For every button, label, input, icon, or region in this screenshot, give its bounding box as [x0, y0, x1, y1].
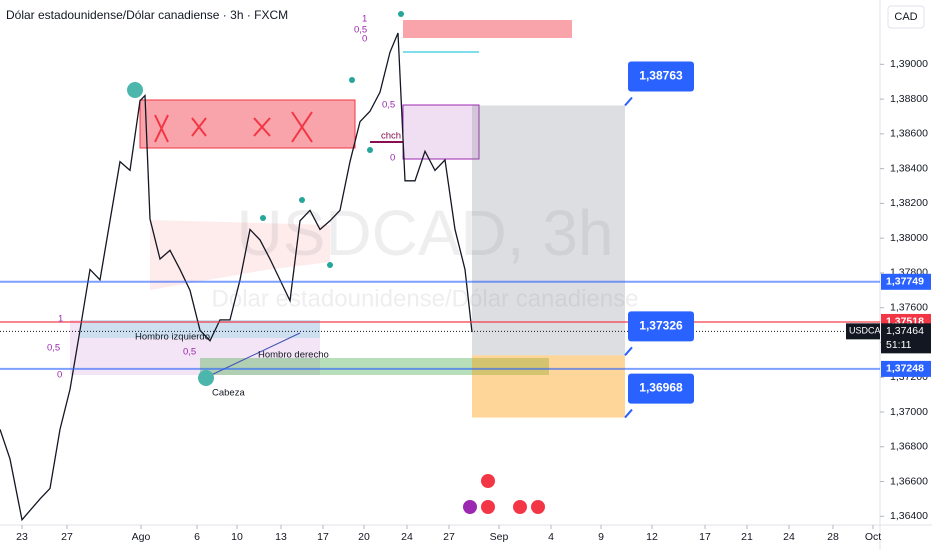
- x-tick-label: 28: [827, 531, 839, 543]
- loss-zone: [472, 355, 625, 418]
- y-tick-label: 1,36600: [890, 475, 928, 487]
- x-tick-label: 12: [646, 531, 658, 543]
- x-tick-label: 23: [16, 531, 28, 543]
- target-label: 1,37326: [639, 319, 683, 333]
- x-tick-label: 17: [699, 531, 711, 543]
- y-tick-label: 1,38000: [890, 232, 928, 244]
- target-label: 1,38763: [639, 69, 683, 83]
- x-tick-label: 27: [61, 531, 73, 543]
- target-box: [628, 373, 694, 404]
- y-tick-label: 1,38200: [890, 197, 928, 209]
- current-price-box: [881, 323, 931, 354]
- annotation: 0,5: [183, 347, 196, 358]
- x-tick-label: 13: [275, 531, 287, 543]
- x-tick-label: 20: [358, 531, 370, 543]
- y-tick-label: 1,37000: [890, 406, 928, 418]
- pivot: [398, 11, 404, 17]
- pivot: [260, 215, 266, 221]
- y-tick-label: 1,36800: [890, 441, 928, 453]
- annotation: 0,5: [354, 25, 367, 36]
- annotation: chch: [381, 131, 401, 142]
- price-level-label: 1,37749: [886, 276, 924, 288]
- event-icon[interactable]: [513, 500, 527, 514]
- target-label: 1,36968: [639, 381, 683, 395]
- event-icon[interactable]: [463, 500, 477, 514]
- target-pointer: [624, 408, 633, 419]
- annotation: 0: [390, 153, 395, 164]
- x-tick-label: 17: [317, 531, 329, 543]
- x-tick-label: Ago: [132, 531, 151, 543]
- annotation: 0: [57, 370, 62, 381]
- x-tick-label: 10: [231, 531, 243, 543]
- current-price-label: 1,37464: [886, 325, 924, 337]
- x-tick-label: 21: [741, 531, 753, 543]
- target-box: [628, 311, 694, 342]
- currency: CAD: [894, 11, 917, 23]
- y-tick-label: 1,36400: [890, 510, 928, 522]
- y-tick-label: 1,37600: [890, 301, 928, 313]
- event-icon[interactable]: [481, 474, 495, 488]
- x-tick-label: 4: [548, 531, 554, 543]
- x-tick-label: 24: [401, 531, 413, 543]
- target-box: [628, 61, 694, 92]
- pivot: [299, 197, 305, 203]
- price-level-label: 1,37248: [886, 363, 924, 375]
- countdown: 51:11: [886, 339, 912, 351]
- x-tick-label: Oct: [865, 531, 881, 543]
- pivot: [367, 147, 373, 153]
- pivot: [349, 77, 355, 83]
- watermark-subtitle: Dólar estadounidense/Dólar canadiense: [212, 285, 639, 312]
- event-icon[interactable]: [531, 500, 545, 514]
- x-tick-label: 9: [598, 531, 604, 543]
- y-tick-label: 1,38800: [890, 93, 928, 105]
- supply-zone: [139, 99, 356, 149]
- annotation: 1: [362, 14, 367, 25]
- target-pointer: [624, 346, 633, 356]
- fib-zone: [402, 104, 480, 160]
- target-pointer: [624, 96, 633, 107]
- y-tick-label: 1,38400: [890, 162, 928, 174]
- pivot: [198, 370, 214, 386]
- chart-title: Dólar estadounidense/Dólar canadiense · …: [6, 8, 288, 22]
- shade: [150, 220, 330, 290]
- annotation: 0,5: [382, 100, 395, 111]
- annotation: 0: [362, 34, 367, 45]
- demand-zone: [200, 358, 549, 375]
- watermark: USDCAD, 3h: [237, 197, 614, 269]
- top-zone: [403, 20, 572, 38]
- cross-marks: [154, 111, 313, 143]
- pivot: [327, 262, 333, 268]
- y-tick-label: 1,39000: [890, 58, 928, 70]
- pivot: [127, 82, 143, 98]
- x-tick-label: Sep: [490, 531, 509, 543]
- price-line: [0, 32, 473, 522]
- annotation: 1: [58, 314, 63, 325]
- symbol: USDCAD: [849, 326, 888, 336]
- price-level-box: [881, 273, 931, 290]
- annotation: Hombro izquierdo: [135, 332, 210, 343]
- x-tick-label: 6: [194, 531, 200, 543]
- price-level-box: [881, 360, 931, 377]
- annotation: Cabeza: [212, 388, 245, 399]
- event-icon[interactable]: [481, 500, 495, 514]
- y-tick-label: 1,38600: [890, 128, 928, 140]
- x-tick-label: 24: [783, 531, 795, 543]
- drawings: [70, 11, 572, 514]
- annotation: Hombro derecho: [258, 350, 329, 361]
- currency-button[interactable]: [887, 5, 925, 29]
- annotation: 0,5: [47, 343, 60, 354]
- fib-zone: [70, 320, 320, 375]
- x-tick-label: 27: [443, 531, 455, 543]
- profit-zone: [472, 105, 625, 356]
- symbol-box: [846, 323, 880, 340]
